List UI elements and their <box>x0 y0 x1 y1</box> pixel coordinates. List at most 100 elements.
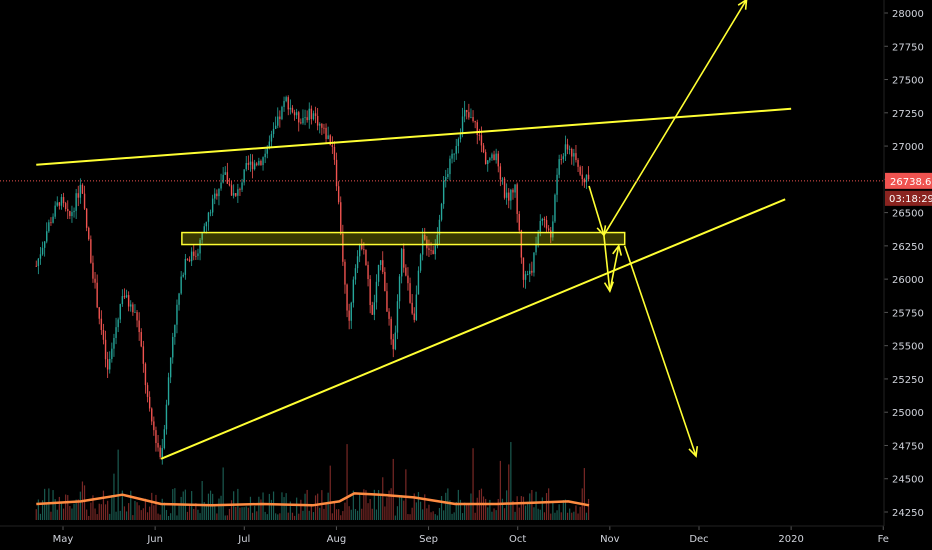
volume-bar <box>506 490 508 520</box>
volume-bar <box>560 512 562 520</box>
volume-bar <box>289 501 291 520</box>
volume-bar <box>396 506 399 520</box>
candle-body <box>459 132 462 140</box>
candle-body <box>96 282 98 308</box>
volume-bar <box>583 468 585 520</box>
volume-bar <box>359 492 361 520</box>
lower-trendline[interactable] <box>160 198 786 460</box>
candle-body <box>413 313 415 320</box>
volume-bar <box>335 509 338 520</box>
candle-body <box>270 134 273 142</box>
volume-bar <box>520 496 522 520</box>
volume-bar <box>430 512 432 520</box>
candle-body <box>37 258 40 266</box>
volume-bar <box>123 506 126 520</box>
price-axis[interactable]: 2800027750275002725027000267502650026250… <box>883 0 924 526</box>
volume-bar <box>220 495 222 520</box>
candle-body <box>480 135 483 146</box>
price-tick-label: 24750 <box>892 441 924 452</box>
price-tick-label: 27250 <box>892 109 924 120</box>
time-axis[interactable]: May Jun Jul Aug Sep Oct Nov Dec 2020 Fe <box>0 525 889 545</box>
arrow[interactable] <box>588 185 607 237</box>
volume-bar <box>268 493 270 520</box>
volume-bar <box>434 514 436 520</box>
volume-bar <box>75 499 77 520</box>
volume-bar <box>96 514 98 520</box>
candle-body <box>235 193 237 196</box>
trend-drawings[interactable] <box>36 0 792 460</box>
candle-body <box>247 163 250 165</box>
time-tick-label: Oct <box>509 534 526 545</box>
volume-bar <box>243 507 245 520</box>
volume-bar <box>132 515 134 520</box>
volume-bar <box>384 506 386 520</box>
volume-bar <box>90 502 92 520</box>
candle-body <box>463 109 466 117</box>
candle-body <box>579 166 581 175</box>
candle-body <box>371 305 373 315</box>
current-price-label: 26738.6 <box>890 177 931 188</box>
candle-body <box>277 116 279 126</box>
volume-bar <box>550 513 552 520</box>
volume-bar <box>224 515 226 520</box>
candle-body <box>342 233 344 262</box>
volume-bar <box>241 507 243 520</box>
volume-bar <box>218 498 220 520</box>
candle-body <box>272 128 275 135</box>
candle-body <box>266 147 268 154</box>
candle-body <box>54 205 56 217</box>
candle-body <box>541 218 544 221</box>
time-tick-label: May <box>53 534 74 545</box>
candle-body <box>340 202 342 234</box>
volume-bar <box>491 511 493 520</box>
candle-body <box>153 421 155 431</box>
volume-bar <box>199 513 201 520</box>
candle-body <box>354 268 357 280</box>
volume-bar <box>235 506 237 520</box>
volume-bar <box>226 515 228 520</box>
candle-body <box>382 260 384 272</box>
volume-bar <box>130 490 132 520</box>
candle-body <box>321 123 323 128</box>
volume-bar <box>350 509 352 520</box>
arrow[interactable] <box>623 245 699 458</box>
volume-bar <box>449 500 451 520</box>
volume-bar <box>386 497 388 520</box>
candle-body <box>50 222 52 224</box>
volume-bar <box>136 502 138 520</box>
volume-bar <box>79 491 81 520</box>
volume-bar <box>340 515 342 520</box>
volume-bar <box>249 496 252 520</box>
time-tick-label: Nov <box>600 534 620 545</box>
candle-body <box>287 97 289 110</box>
time-tick-label: Fe <box>878 534 889 545</box>
volume-bars <box>35 442 590 520</box>
support-zone[interactable] <box>181 231 626 246</box>
volume-bar <box>94 508 96 520</box>
arrow[interactable] <box>609 244 623 292</box>
volume-bar <box>310 506 312 520</box>
candle-body <box>514 184 516 193</box>
candle-body <box>298 112 300 123</box>
volume-bar <box>163 502 165 520</box>
candle-body <box>451 153 453 159</box>
candle-body <box>180 276 182 294</box>
price-tick-label: 25000 <box>892 408 924 419</box>
candle-body <box>331 145 334 147</box>
volume-bar <box>317 493 319 520</box>
volume-bar <box>455 502 457 520</box>
candle-body <box>392 339 394 350</box>
candle-body <box>251 161 254 170</box>
candle-body <box>474 121 476 123</box>
candle-body <box>79 184 82 198</box>
volume-bar <box>424 494 426 520</box>
arrow[interactable] <box>603 0 748 236</box>
volume-bar <box>138 505 140 520</box>
upper-trendline[interactable] <box>36 107 792 166</box>
volume-bar <box>392 458 394 520</box>
candle-body <box>501 178 504 180</box>
candle-body <box>478 134 481 136</box>
candle-body <box>398 276 401 302</box>
volume-bar <box>373 489 375 520</box>
